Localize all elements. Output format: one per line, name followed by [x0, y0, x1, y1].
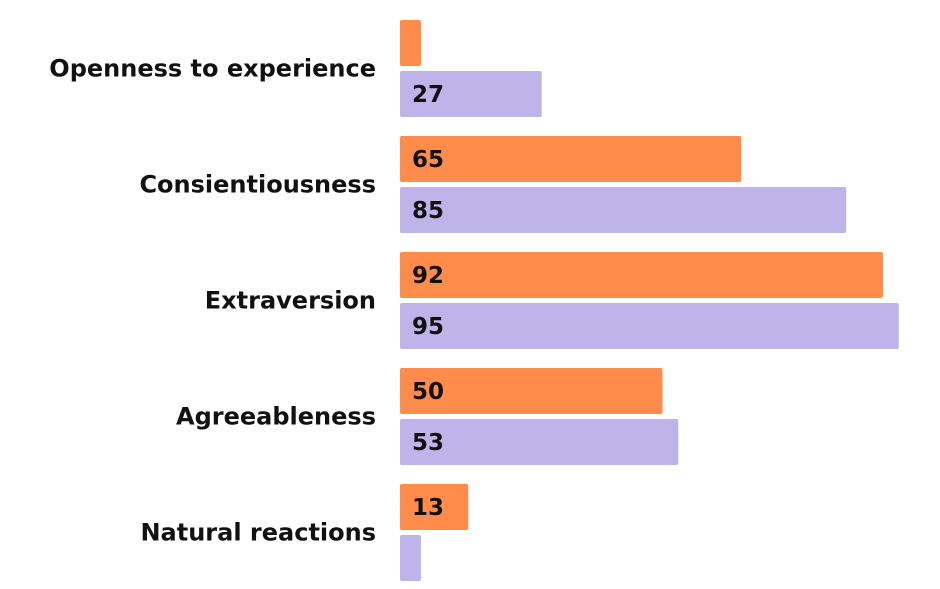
value-label-consientiousness-series-1: 65 [412, 147, 444, 173]
value-label-extraversion-series-1: 92 [412, 263, 444, 289]
category-label-natural-reactions: Natural reactions [140, 519, 376, 547]
value-label-consientiousness-series-2: 85 [412, 198, 444, 224]
bar-agreeableness-series-2 [400, 419, 679, 465]
bar-extraversion-series-1 [400, 252, 883, 298]
bar-natural-reactions-series-1 [400, 484, 469, 530]
value-label-natural-reactions-series-1: 13 [412, 495, 444, 521]
bar-openness-to-experience-series-1 [400, 20, 421, 66]
value-labels: 27 65 85 92 95 50 53 13 [412, 82, 444, 521]
bar-natural-reactions-series-2 [400, 535, 421, 581]
value-label-agreeableness-series-1: 50 [412, 379, 444, 405]
category-label-agreeableness: Agreeableness [176, 403, 376, 431]
bar-openness-to-experience-series-2 [400, 71, 542, 117]
value-label-openness-to-experience-series-2: 27 [412, 82, 444, 108]
category-label-extraversion: Extraversion [205, 287, 376, 315]
bars [400, 20, 899, 581]
value-label-extraversion-series-2: 95 [412, 314, 444, 340]
category-labels: Openness to experience Consientiousness Ex… [49, 55, 376, 547]
category-label-consientiousness: Consientiousness [139, 171, 376, 199]
value-label-agreeableness-series-2: 53 [412, 430, 444, 456]
category-label-openness-to-experience: Openness to experience [49, 55, 376, 83]
bar-extraversion-series-2 [400, 303, 899, 349]
bar-consientiousness-series-2 [400, 187, 847, 233]
bar-agreeableness-series-1 [400, 368, 663, 414]
bar-consientiousness-series-1 [400, 136, 742, 182]
